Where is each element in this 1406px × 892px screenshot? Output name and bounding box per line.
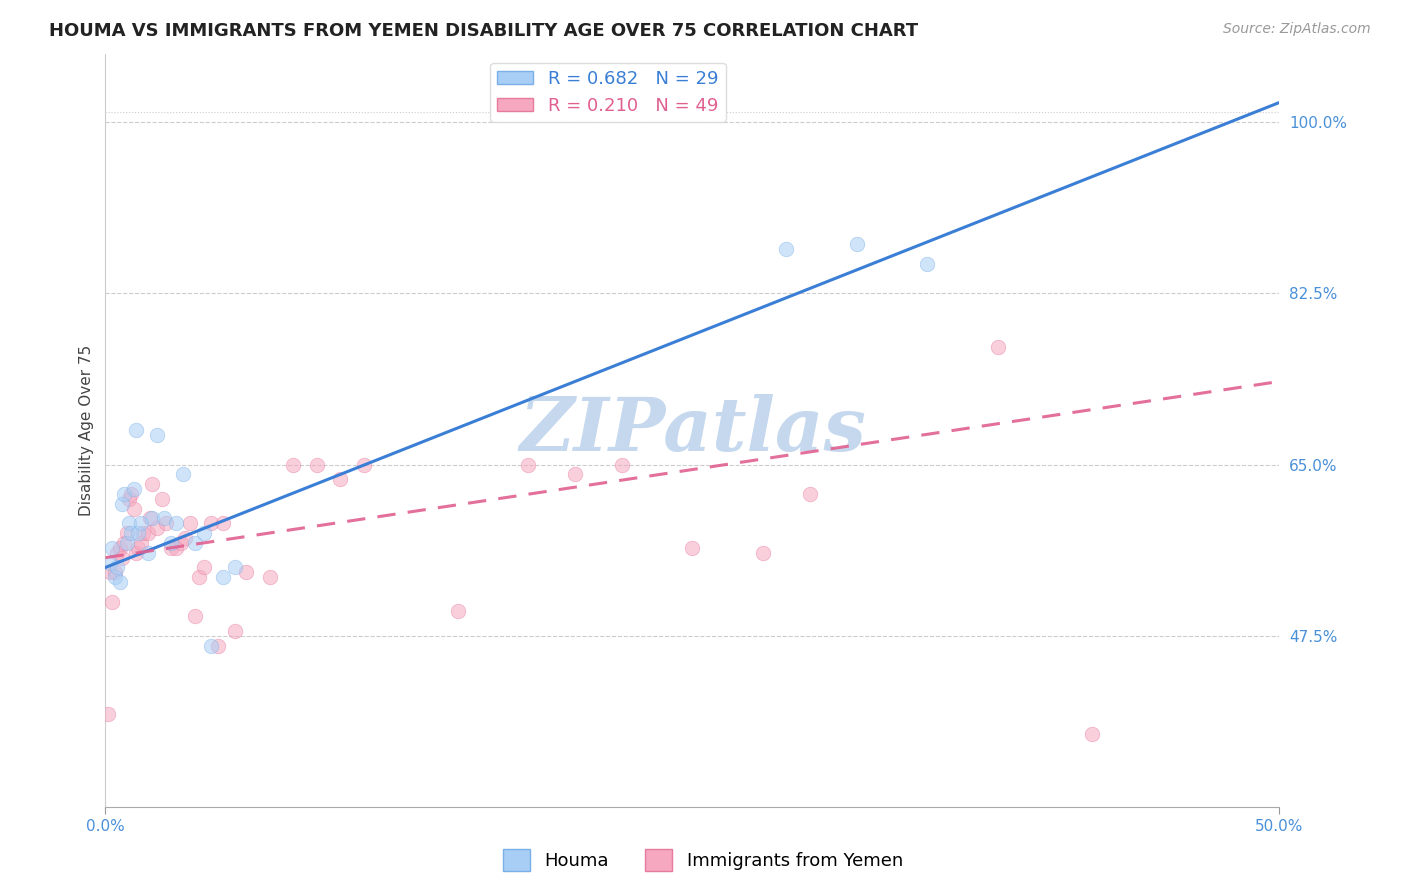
Point — [681, 541, 703, 555]
Point — [283, 458, 305, 472]
Point — [97, 707, 120, 722]
Point — [104, 570, 127, 584]
Point — [118, 516, 141, 531]
Point — [200, 516, 222, 531]
Point — [127, 541, 149, 555]
Point — [112, 487, 135, 501]
Point — [125, 424, 148, 438]
Point — [146, 428, 169, 442]
Point — [150, 491, 173, 506]
Point — [132, 526, 155, 541]
Point — [775, 242, 797, 256]
Point — [799, 487, 821, 501]
Point — [111, 550, 134, 565]
Point — [179, 516, 201, 531]
Point — [174, 531, 197, 545]
Point — [146, 521, 169, 535]
Point — [136, 526, 159, 541]
Point — [111, 497, 134, 511]
Point — [120, 487, 142, 501]
Point — [141, 511, 163, 525]
Point — [165, 541, 187, 555]
Point — [105, 546, 128, 560]
Point — [259, 570, 281, 584]
Point — [235, 566, 257, 580]
Point — [183, 536, 205, 550]
Point — [112, 536, 135, 550]
Point — [160, 536, 183, 550]
Point — [136, 546, 159, 560]
Point — [200, 639, 222, 653]
Point — [155, 516, 177, 531]
Point — [517, 458, 540, 472]
Point — [125, 546, 148, 560]
Point — [153, 511, 176, 525]
Text: ZIPatlas: ZIPatlas — [519, 394, 866, 467]
Point — [193, 526, 215, 541]
Point — [353, 458, 375, 472]
Point — [224, 624, 246, 638]
Point — [915, 257, 938, 271]
Legend: Houma, Immigrants from Yemen: Houma, Immigrants from Yemen — [496, 842, 910, 879]
Point — [987, 340, 1010, 354]
Point — [120, 526, 142, 541]
Point — [207, 639, 229, 653]
Text: Source: ZipAtlas.com: Source: ZipAtlas.com — [1223, 22, 1371, 37]
Text: HOUMA VS IMMIGRANTS FROM YEMEN DISABILITY AGE OVER 75 CORRELATION CHART: HOUMA VS IMMIGRANTS FROM YEMEN DISABILIT… — [49, 22, 918, 40]
Point — [305, 458, 328, 472]
Point — [160, 541, 183, 555]
Point — [165, 516, 187, 531]
Point — [122, 501, 145, 516]
Point — [610, 458, 633, 472]
Point — [564, 467, 586, 482]
Point — [129, 536, 152, 550]
Point — [139, 511, 162, 525]
Point — [98, 566, 121, 580]
Point — [752, 546, 775, 560]
Point — [108, 541, 131, 555]
Point — [101, 595, 124, 609]
Point — [122, 482, 145, 496]
Point — [129, 516, 152, 531]
Point — [193, 560, 215, 574]
Point — [329, 472, 352, 486]
Point — [108, 575, 131, 590]
Point — [446, 605, 468, 619]
Point — [118, 491, 141, 506]
Point — [169, 536, 191, 550]
Point — [127, 526, 149, 541]
Point — [98, 556, 121, 570]
Point — [115, 526, 138, 541]
Point — [115, 536, 138, 550]
Point — [141, 477, 163, 491]
Point — [104, 566, 127, 580]
Point — [172, 467, 194, 482]
Point — [1080, 727, 1102, 741]
Point — [105, 560, 128, 574]
Point — [183, 609, 205, 624]
Y-axis label: Disability Age Over 75: Disability Age Over 75 — [79, 345, 94, 516]
Point — [211, 516, 233, 531]
Point — [188, 570, 211, 584]
Legend: R = 0.682   N = 29, R = 0.210   N = 49: R = 0.682 N = 29, R = 0.210 N = 49 — [491, 62, 725, 122]
Point — [101, 541, 124, 555]
Point — [224, 560, 246, 574]
Point — [211, 570, 233, 584]
Point — [845, 237, 868, 252]
